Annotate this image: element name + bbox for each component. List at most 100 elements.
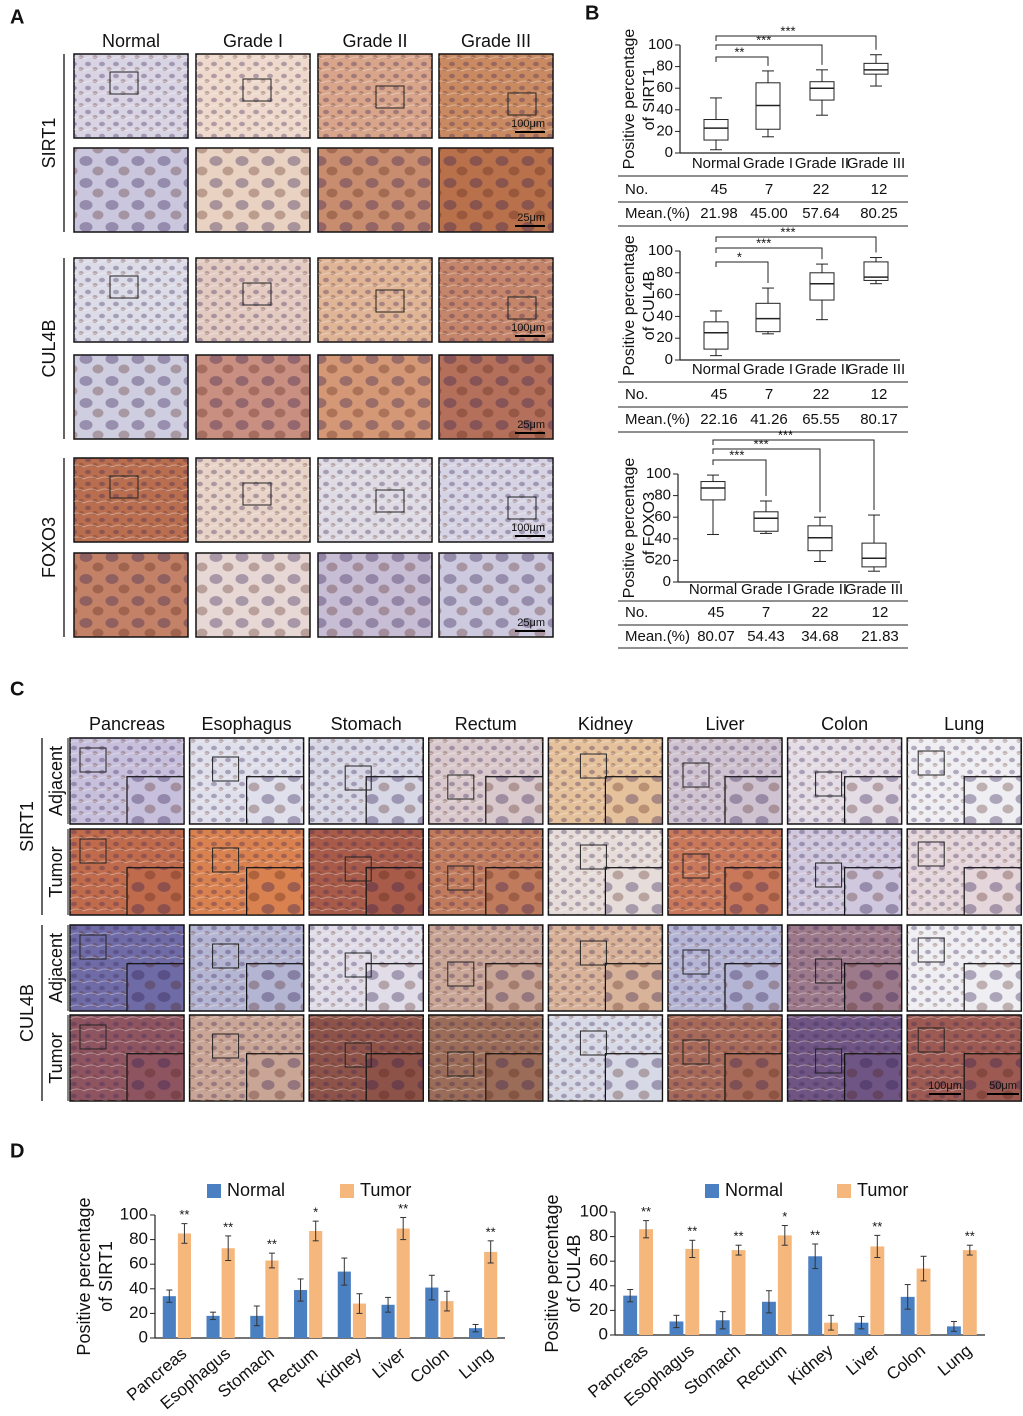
micrograph-texture bbox=[196, 148, 310, 232]
marker-label: CUL4B bbox=[17, 984, 37, 1042]
micrograph-texture bbox=[74, 458, 188, 542]
column-header: Colon bbox=[821, 714, 868, 734]
table-cell: 41.26 bbox=[750, 411, 788, 428]
panel-letter: D bbox=[10, 1140, 24, 1162]
tissue-row-label: Tumor bbox=[46, 846, 66, 897]
column-header: Stomach bbox=[331, 714, 402, 734]
significance-label: ** bbox=[734, 44, 744, 59]
table-cell: 21.83 bbox=[861, 628, 899, 645]
x-tick-label: Grade II bbox=[793, 581, 847, 598]
table-cell: Mean.(%) bbox=[625, 411, 690, 428]
inset-texture bbox=[605, 963, 663, 1011]
legend-swatch bbox=[340, 1184, 354, 1198]
micrograph-texture bbox=[74, 355, 188, 439]
inset-texture bbox=[127, 776, 184, 824]
box bbox=[863, 62, 889, 75]
inset-marker bbox=[447, 865, 475, 891]
row-label: FOXO3 bbox=[39, 517, 59, 578]
significance-label: ** bbox=[965, 1229, 975, 1244]
legend-label: Tumor bbox=[360, 1180, 411, 1200]
inset-marker bbox=[344, 1042, 372, 1068]
y-tick-label: 20 bbox=[654, 551, 671, 568]
y-tick-label: 80 bbox=[656, 264, 673, 281]
y-axis-label: Positive percentage bbox=[542, 1194, 562, 1352]
inset-marker bbox=[344, 765, 372, 791]
column-header: Pancreas bbox=[89, 714, 165, 734]
table-cell: 7 bbox=[762, 604, 770, 621]
y-axis-label: Positive percentage bbox=[74, 1197, 94, 1355]
inset-texture bbox=[366, 867, 424, 915]
column-header: Grade II bbox=[342, 31, 407, 51]
scale-bar-label: 25μm bbox=[517, 212, 545, 224]
scale-bar-label: 100μm bbox=[511, 522, 545, 534]
inset-texture bbox=[964, 776, 1022, 824]
micrograph-texture bbox=[196, 458, 310, 542]
micrograph-texture bbox=[318, 258, 432, 342]
column-header: Lung bbox=[944, 714, 984, 734]
panel-letter: B bbox=[585, 2, 599, 24]
panel-letter: A bbox=[10, 6, 24, 28]
y-tick-label: 40 bbox=[654, 530, 671, 547]
legend-label: Normal bbox=[725, 1180, 783, 1200]
inset-marker bbox=[815, 771, 843, 797]
significance-label: *** bbox=[756, 235, 771, 250]
significance-label: ** bbox=[179, 1207, 189, 1222]
inset-texture bbox=[725, 963, 782, 1011]
bar bbox=[777, 1235, 792, 1335]
inset-texture bbox=[485, 867, 543, 915]
inset-marker bbox=[212, 1033, 240, 1059]
y-tick-label: 0 bbox=[665, 144, 673, 161]
scale-bar-label: 25μm bbox=[517, 419, 545, 431]
table-cell: 80.07 bbox=[697, 628, 735, 645]
inset-marker bbox=[375, 489, 405, 513]
significance-label: *** bbox=[778, 427, 793, 442]
significance-label: ** bbox=[641, 1204, 651, 1219]
bar bbox=[639, 1229, 653, 1335]
inset-marker bbox=[109, 275, 139, 299]
table-cell: 45 bbox=[708, 604, 725, 621]
significance-bracket bbox=[715, 236, 877, 253]
bar bbox=[221, 1248, 235, 1338]
inset-marker bbox=[242, 78, 272, 102]
x-tick-label: Normal bbox=[692, 361, 740, 378]
inset-marker bbox=[447, 961, 475, 987]
table-cell: 22 bbox=[813, 386, 830, 403]
legend-swatch bbox=[207, 1184, 221, 1198]
inset-marker bbox=[79, 934, 107, 960]
y-axis-label: of CUL4B bbox=[564, 1234, 584, 1312]
table-cell: 22 bbox=[812, 604, 829, 621]
table-cell: No. bbox=[625, 604, 648, 621]
inset-marker bbox=[344, 856, 372, 882]
micrograph-texture bbox=[439, 458, 553, 542]
inset-texture bbox=[725, 867, 782, 915]
inset-texture bbox=[844, 963, 902, 1011]
y-tick-label: 60 bbox=[589, 1251, 608, 1270]
inset-marker bbox=[79, 838, 107, 864]
micrograph-texture bbox=[196, 54, 310, 138]
micrograph-texture bbox=[196, 258, 310, 342]
y-tick-label: 0 bbox=[139, 1327, 148, 1346]
scale-bar-label: 100μm bbox=[511, 118, 545, 130]
micrograph-texture bbox=[196, 355, 310, 439]
significance-label: *** bbox=[780, 23, 795, 38]
inset-marker bbox=[579, 844, 607, 870]
column-header: Esophagus bbox=[202, 714, 292, 734]
x-tick-label: Grade I bbox=[741, 581, 791, 598]
inset-marker bbox=[109, 475, 139, 499]
inset-marker bbox=[682, 762, 710, 788]
micrograph-texture bbox=[318, 458, 432, 542]
inset-marker bbox=[109, 71, 139, 95]
table-cell: 22.16 bbox=[700, 411, 738, 428]
significance-label: * bbox=[782, 1209, 787, 1224]
tissue-row-label: Tumor bbox=[46, 1032, 66, 1083]
scale-bar-label: 100μm bbox=[511, 322, 545, 334]
bar bbox=[870, 1246, 885, 1335]
inset-marker bbox=[447, 774, 475, 800]
significance-label: ** bbox=[872, 1219, 882, 1234]
y-tick-label: 20 bbox=[656, 329, 673, 346]
y-tick-label: 40 bbox=[129, 1278, 148, 1297]
micrograph-texture bbox=[318, 148, 432, 232]
box bbox=[703, 321, 729, 350]
y-axis-label: Positive percentage bbox=[621, 29, 638, 170]
significance-label: ** bbox=[810, 1227, 820, 1242]
